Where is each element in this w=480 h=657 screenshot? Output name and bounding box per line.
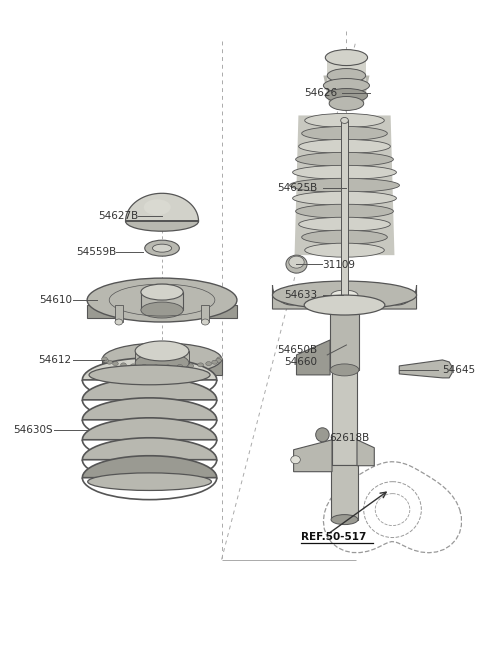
Polygon shape xyxy=(357,440,374,466)
Ellipse shape xyxy=(141,284,183,300)
Ellipse shape xyxy=(304,295,385,315)
Ellipse shape xyxy=(153,244,172,252)
Ellipse shape xyxy=(87,278,237,322)
Ellipse shape xyxy=(198,363,204,367)
Text: 62618B: 62618B xyxy=(329,433,370,443)
Ellipse shape xyxy=(145,240,180,256)
Ellipse shape xyxy=(89,365,210,385)
Ellipse shape xyxy=(177,365,183,369)
Polygon shape xyxy=(331,464,358,520)
Text: 54559B: 54559B xyxy=(76,247,116,257)
Polygon shape xyxy=(297,340,330,375)
Ellipse shape xyxy=(88,473,211,491)
Ellipse shape xyxy=(305,243,384,257)
Ellipse shape xyxy=(216,359,221,363)
Ellipse shape xyxy=(296,204,394,218)
Ellipse shape xyxy=(293,166,396,179)
Ellipse shape xyxy=(299,217,390,231)
Ellipse shape xyxy=(141,365,147,369)
Ellipse shape xyxy=(144,199,171,215)
Text: 54626: 54626 xyxy=(304,89,337,99)
Ellipse shape xyxy=(324,79,370,93)
Ellipse shape xyxy=(331,290,358,300)
Text: 54627B: 54627B xyxy=(98,212,138,221)
Ellipse shape xyxy=(330,364,359,376)
Ellipse shape xyxy=(273,281,417,309)
Polygon shape xyxy=(378,285,417,309)
Ellipse shape xyxy=(202,319,209,325)
Ellipse shape xyxy=(102,357,108,361)
Ellipse shape xyxy=(107,360,112,364)
Ellipse shape xyxy=(302,126,387,141)
Ellipse shape xyxy=(286,255,307,273)
Ellipse shape xyxy=(316,428,329,442)
Polygon shape xyxy=(330,305,359,370)
Polygon shape xyxy=(324,76,370,103)
Ellipse shape xyxy=(206,361,212,366)
Ellipse shape xyxy=(341,118,348,124)
Polygon shape xyxy=(126,193,199,221)
Polygon shape xyxy=(103,359,222,375)
Polygon shape xyxy=(83,398,217,420)
Ellipse shape xyxy=(289,256,304,268)
Ellipse shape xyxy=(329,97,364,110)
Text: 54660: 54660 xyxy=(285,357,318,367)
Ellipse shape xyxy=(165,365,171,369)
Polygon shape xyxy=(83,358,217,380)
Ellipse shape xyxy=(291,456,300,464)
Polygon shape xyxy=(327,58,366,81)
Polygon shape xyxy=(141,292,183,310)
Ellipse shape xyxy=(302,230,387,244)
Ellipse shape xyxy=(330,299,359,311)
Ellipse shape xyxy=(289,178,399,193)
Ellipse shape xyxy=(135,353,189,373)
Ellipse shape xyxy=(120,363,126,367)
Ellipse shape xyxy=(103,343,222,375)
Text: 54612: 54612 xyxy=(38,355,72,365)
Ellipse shape xyxy=(325,89,368,102)
Text: REF.50-517: REF.50-517 xyxy=(301,532,367,541)
Polygon shape xyxy=(83,418,217,440)
Ellipse shape xyxy=(112,361,118,366)
Ellipse shape xyxy=(103,359,108,363)
Polygon shape xyxy=(341,120,348,295)
Polygon shape xyxy=(83,378,217,400)
Polygon shape xyxy=(273,285,311,309)
Polygon shape xyxy=(83,438,217,460)
Text: 54645: 54645 xyxy=(443,365,476,375)
Polygon shape xyxy=(202,305,209,322)
Ellipse shape xyxy=(293,191,396,205)
Ellipse shape xyxy=(299,139,390,153)
Ellipse shape xyxy=(131,364,136,368)
Ellipse shape xyxy=(188,364,194,368)
Text: 54610: 54610 xyxy=(39,295,72,305)
Ellipse shape xyxy=(296,152,394,166)
Polygon shape xyxy=(87,305,237,318)
Text: 54633: 54633 xyxy=(285,290,318,300)
Ellipse shape xyxy=(325,49,368,66)
Text: 54625B: 54625B xyxy=(277,183,318,193)
Ellipse shape xyxy=(327,68,366,83)
Ellipse shape xyxy=(217,357,223,361)
Polygon shape xyxy=(399,360,452,378)
Ellipse shape xyxy=(135,341,189,361)
Text: 31109: 31109 xyxy=(323,260,355,270)
Polygon shape xyxy=(332,370,357,464)
Polygon shape xyxy=(135,351,189,363)
Ellipse shape xyxy=(305,114,384,127)
Ellipse shape xyxy=(212,360,217,364)
Polygon shape xyxy=(83,456,217,478)
Polygon shape xyxy=(294,440,332,472)
Polygon shape xyxy=(115,305,123,322)
Polygon shape xyxy=(295,116,395,255)
Ellipse shape xyxy=(126,212,199,231)
Ellipse shape xyxy=(153,365,159,369)
Text: 54630S: 54630S xyxy=(13,425,52,435)
Text: 54650B: 54650B xyxy=(277,345,318,355)
Ellipse shape xyxy=(115,319,123,325)
Ellipse shape xyxy=(141,302,183,318)
Ellipse shape xyxy=(331,514,358,524)
